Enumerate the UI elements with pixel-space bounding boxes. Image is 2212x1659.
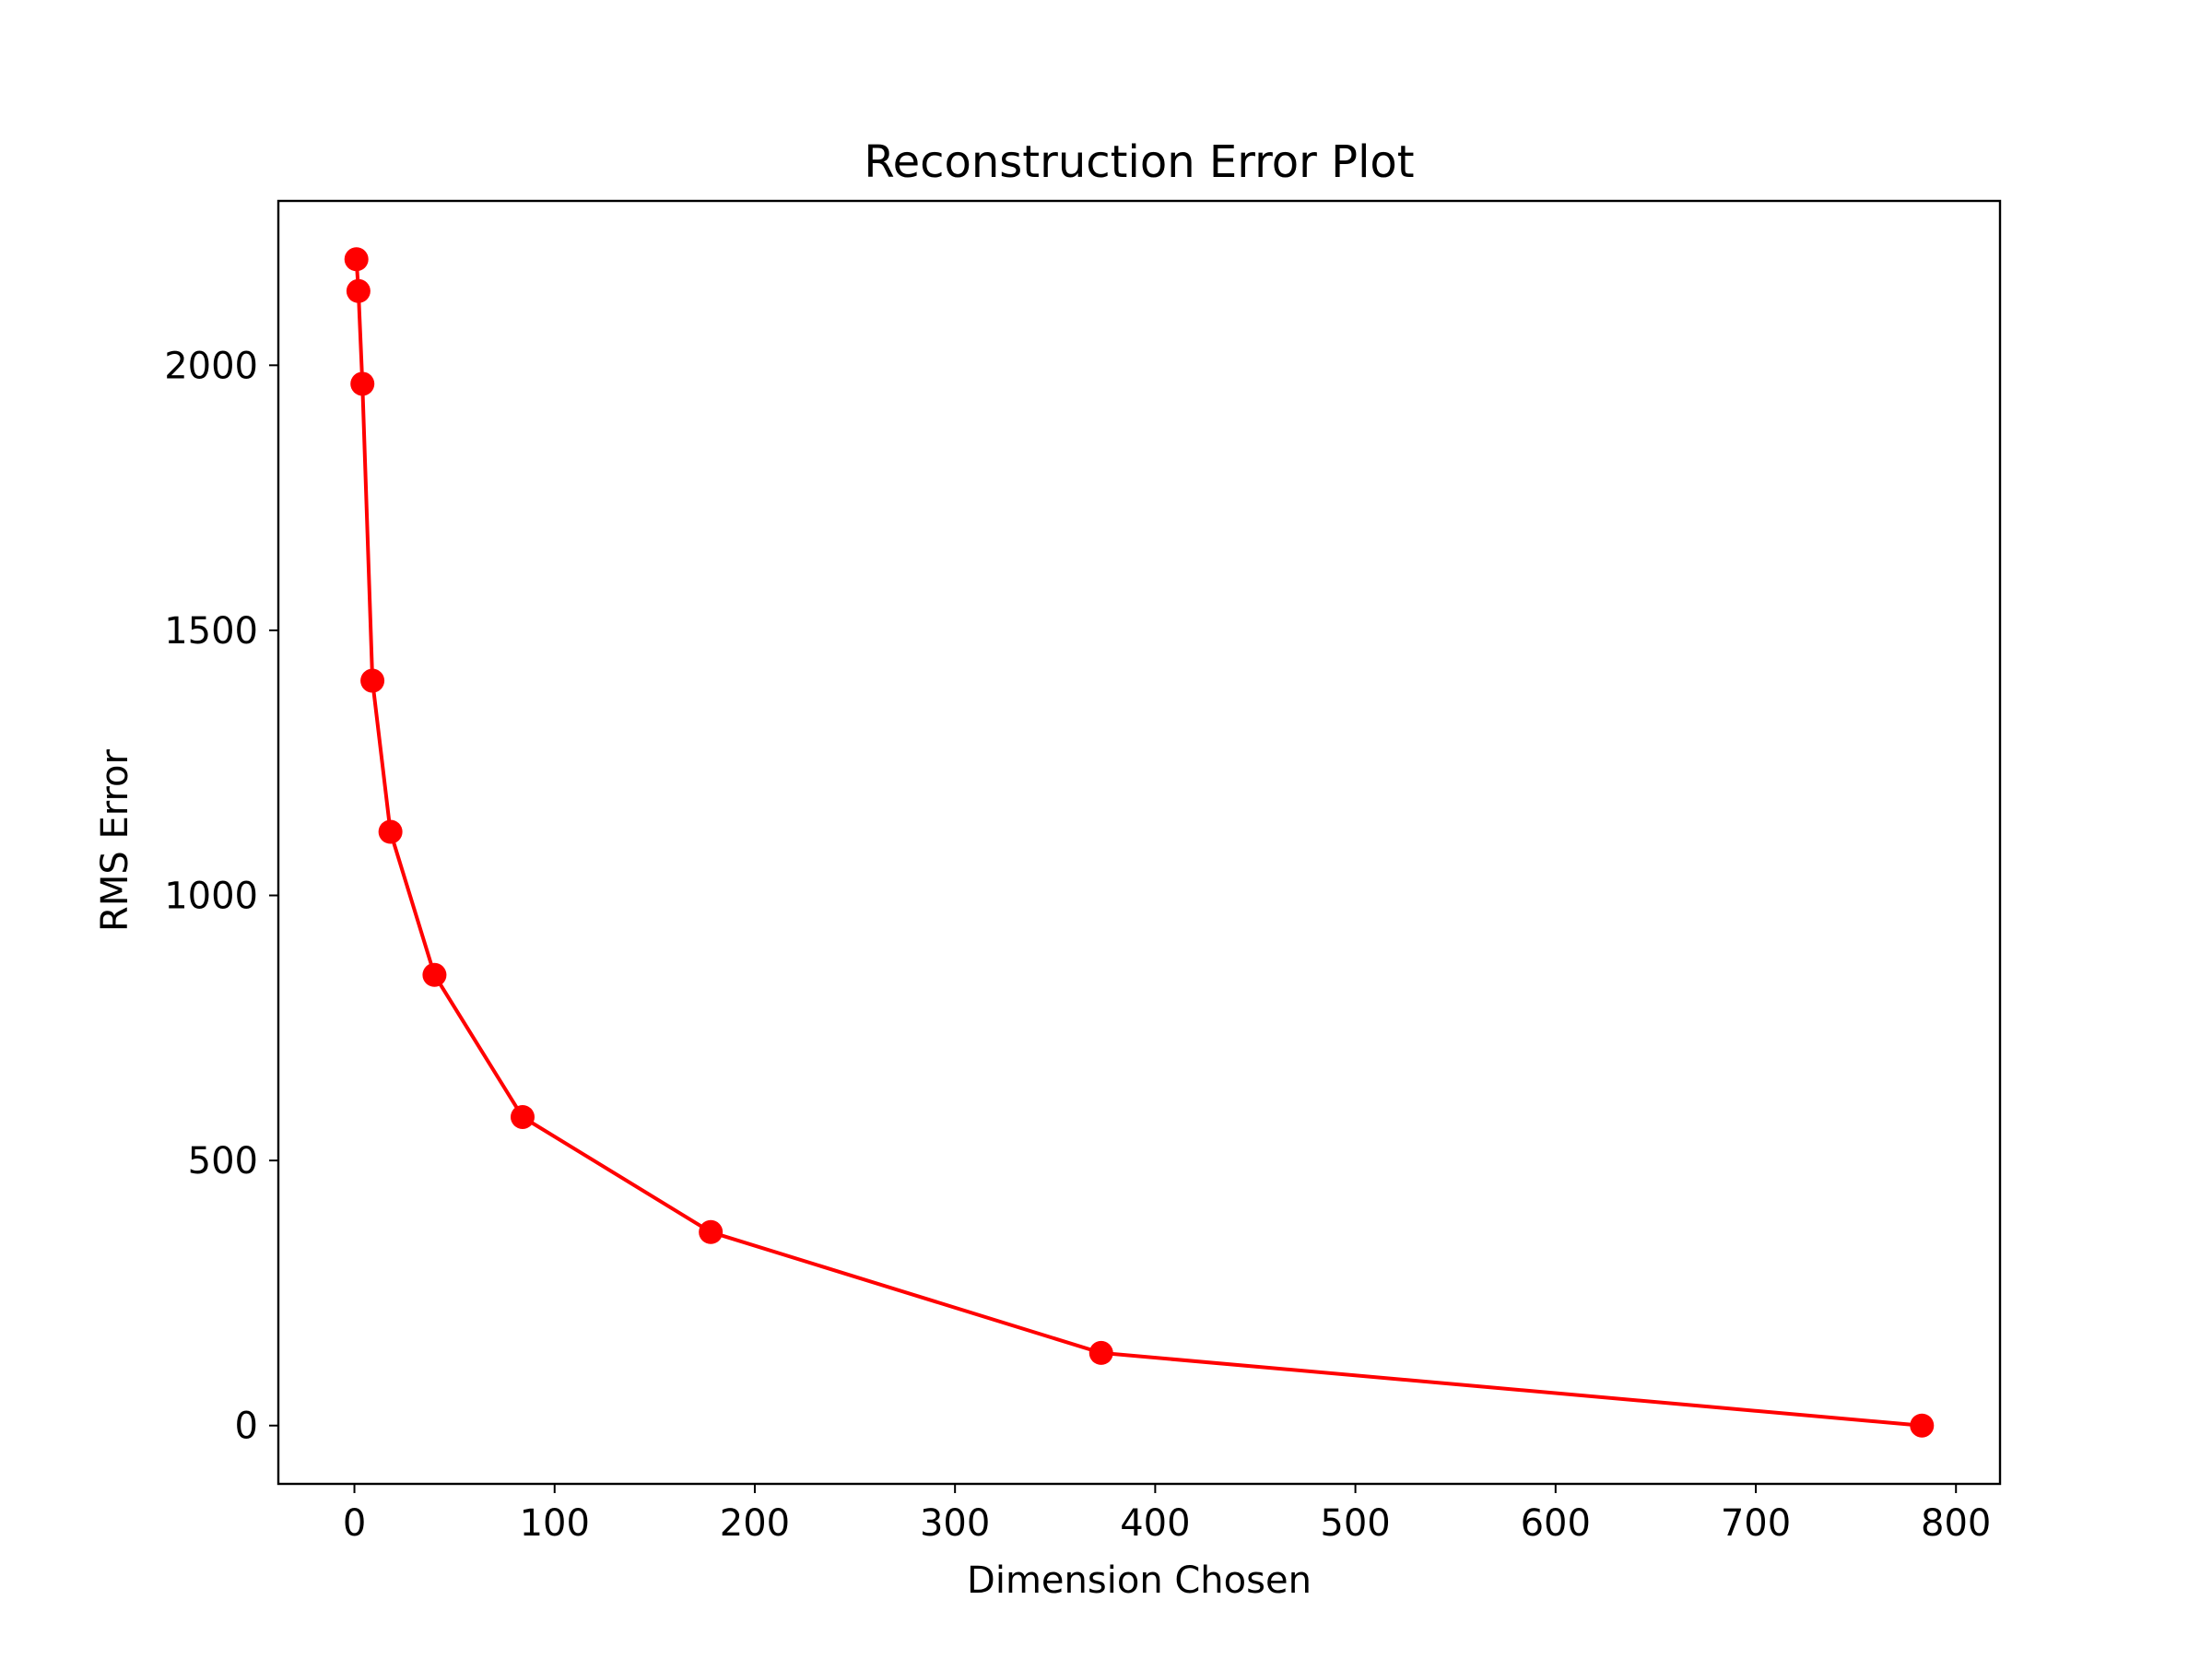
data-point (360, 668, 385, 693)
x-tick-label: 800 (1921, 1502, 1991, 1545)
data-point (344, 247, 369, 272)
y-tick-label: 1000 (164, 876, 258, 918)
data-point (510, 1104, 535, 1129)
data-point (422, 962, 447, 987)
x-axis-label: Dimension Chosen (967, 1559, 1312, 1602)
y-tick-label: 1500 (164, 610, 258, 653)
data-point (350, 371, 375, 396)
plot-frame (276, 199, 2002, 1486)
x-tick-label: 600 (1521, 1502, 1591, 1545)
chart-title: Reconstruction Error Plot (864, 136, 1414, 188)
data-point (1910, 1413, 1935, 1438)
x-tick-label: 100 (520, 1502, 590, 1545)
data-point (346, 278, 371, 303)
x-tick-label: 0 (343, 1502, 366, 1545)
y-axis-label: RMS Error (94, 748, 136, 931)
data-point (378, 819, 403, 844)
series-layer (344, 247, 1935, 1438)
data-point (699, 1219, 724, 1244)
x-tick-label: 700 (1721, 1502, 1791, 1545)
x-tick-label: 200 (720, 1502, 790, 1545)
x-tick-label: 400 (1120, 1502, 1190, 1545)
x-tick-label: 300 (920, 1502, 990, 1545)
y-axis: 0 500 1000 1500 2000 (164, 345, 278, 1448)
x-axis: 0 100 200 300 400 500 600 700 800 (343, 1484, 1991, 1545)
y-tick-label: 0 (235, 1406, 258, 1448)
y-tick-label: 2000 (164, 345, 258, 387)
data-point (1088, 1340, 1113, 1365)
y-tick-label: 500 (188, 1140, 258, 1182)
x-tick-label: 500 (1320, 1502, 1390, 1545)
series-line (354, 259, 1923, 1428)
plot-area (276, 199, 2002, 1486)
